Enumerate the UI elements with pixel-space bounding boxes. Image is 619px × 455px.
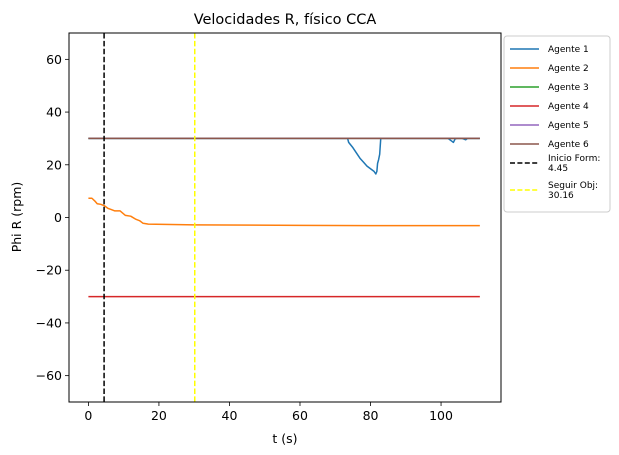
y-tick-label: 0 (54, 210, 62, 225)
legend-label-agente-4: Agente 4 (548, 102, 589, 112)
series-line-agente-1 (88, 137, 480, 175)
legend-label-agente-5: Agente 5 (548, 121, 589, 131)
y-tick-label: 20 (46, 157, 62, 172)
x-tick-label: 80 (363, 408, 379, 423)
y-axis: −60 −40 −20 0 20 40 60 (36, 52, 69, 383)
y-tick-label: 40 (46, 105, 62, 120)
chart-title: Velocidades R, físico CCA (194, 12, 377, 28)
x-tick-label: 20 (151, 408, 167, 423)
x-axis-label: t (s) (272, 431, 297, 446)
x-tick-label: 0 (84, 408, 92, 423)
legend-label-agente-1: Agente 1 (548, 45, 589, 55)
legend-box (503, 35, 611, 213)
x-axis: 0 20 40 60 80 100 (84, 402, 453, 423)
y-tick-label: −20 (36, 263, 62, 278)
y-tick-label: −60 (36, 368, 62, 383)
legend-label-seguir-obj: Seguir Obj: 30.16 (548, 181, 598, 201)
legend-label-agente-3: Agente 3 (548, 83, 589, 93)
x-tick-label: 100 (429, 408, 453, 423)
legend-label-agente-2: Agente 2 (548, 64, 589, 74)
y-tick-label: −40 (36, 315, 62, 330)
plot-area (88, 33, 480, 402)
x-tick-label: 60 (292, 408, 308, 423)
legend-label-agente-6: Agente 6 (548, 140, 589, 150)
series-line-agente-2 (88, 197, 480, 227)
legend: Agente 1 Agente 2 Agente 3 Agente 4 Agente 5… (503, 35, 611, 213)
x-tick-label: 40 (222, 408, 238, 423)
legend-label-inicio-form: Inicio Form: 4.45 (548, 154, 600, 174)
y-tick-label: 60 (46, 52, 62, 67)
y-axis-label: Phi R (rpm) (9, 182, 24, 253)
